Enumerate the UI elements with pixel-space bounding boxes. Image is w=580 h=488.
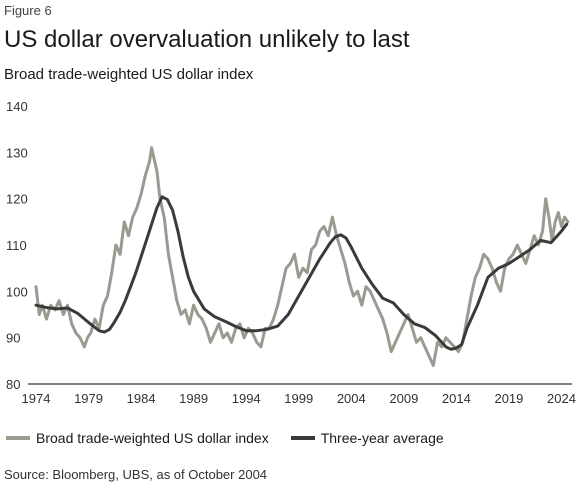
y-tick-label: 140 <box>6 99 28 114</box>
x-tick-label: 2004 <box>337 391 366 406</box>
x-axis-ticks: 1974 1979 1984 1989 1994 1999 2004 2009 2014 2019… <box>22 391 576 406</box>
figure-label: Figure 6 <box>4 3 52 18</box>
source-note: Source: Bloomberg, UBS, as of October 20… <box>4 467 268 482</box>
y-tick-label: 130 <box>6 145 28 160</box>
legend-item-three-year-average: Three-year average <box>290 430 444 446</box>
y-axis-ticks: 80 90 100 110 120 130 140 <box>6 99 28 392</box>
x-tick-label: 2014 <box>442 391 471 406</box>
legend-item-broad-index: Broad trade-weighted US dollar index <box>6 430 269 446</box>
series-line-broad-index <box>34 146 570 367</box>
x-tick-label: 1979 <box>74 391 103 406</box>
chart-title: US dollar overvaluation unlikely to last <box>4 26 410 53</box>
x-tick-label: 1989 <box>179 391 208 406</box>
y-tick-label: 80 <box>6 377 20 392</box>
legend-swatch-three-year-average <box>290 436 315 440</box>
legend-label-three-year-average: Three-year average <box>320 430 444 446</box>
legend-swatch-broad-index <box>6 436 30 440</box>
x-tick-label: 1999 <box>284 391 313 406</box>
y-tick-label: 110 <box>6 238 27 253</box>
series-line-three-year-average <box>34 195 569 351</box>
legend-label-broad-index: Broad trade-weighted US dollar index <box>36 430 269 446</box>
x-tick-label: 1974 <box>22 391 51 406</box>
x-tick-label: 1994 <box>232 391 261 406</box>
x-tick-label: 1984 <box>127 391 156 406</box>
x-tick-label: 2024 <box>547 391 576 406</box>
y-tick-label: 100 <box>6 284 28 299</box>
x-tick-label: 2019 <box>494 391 523 406</box>
y-tick-label: 90 <box>6 331 20 346</box>
legend: Broad trade-weighted US dollar index Thr… <box>6 430 466 446</box>
y-tick-label: 120 <box>6 192 28 207</box>
x-tick-label: 2009 <box>389 391 418 406</box>
chart-subtitle: Broad trade-weighted US dollar index <box>4 66 254 83</box>
